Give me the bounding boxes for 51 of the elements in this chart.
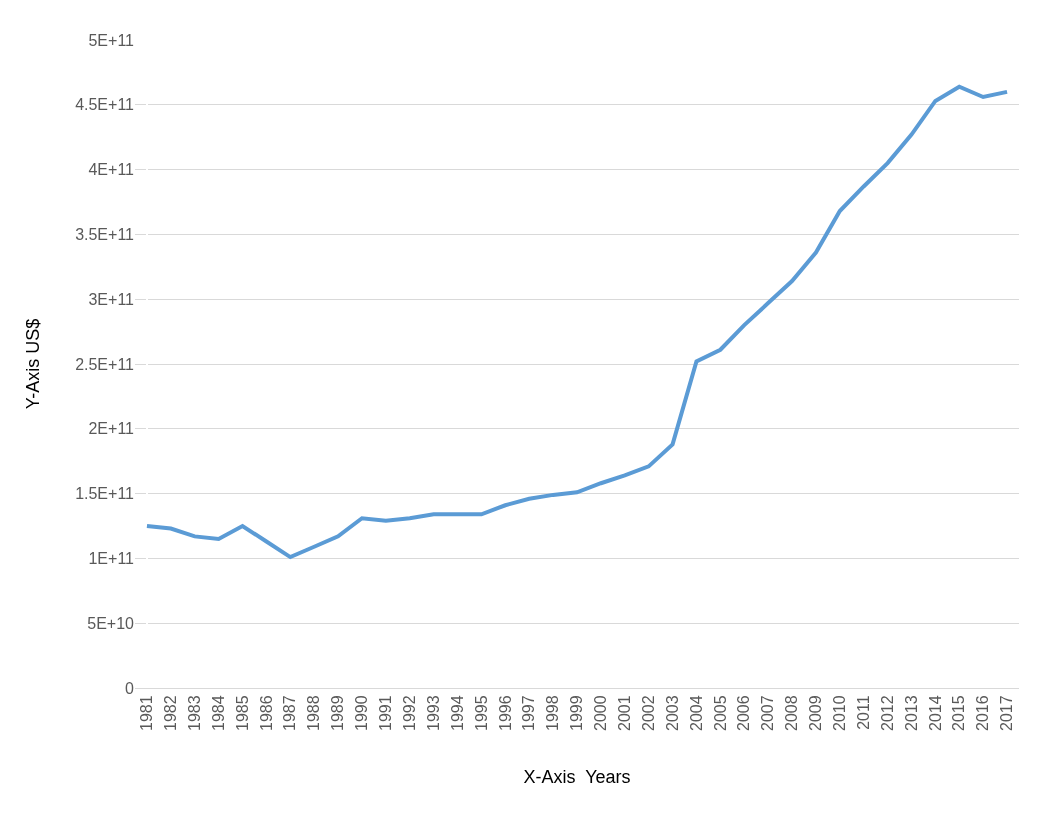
y-tick-label: 4.5E+11 (75, 96, 135, 114)
x-tick-label: 1996 (496, 695, 514, 731)
x-tick-label: 2004 (687, 695, 705, 731)
x-tick-label: 1985 (233, 695, 251, 731)
line-series (144, 84, 1010, 560)
x-tick-label: 1991 (377, 695, 395, 731)
x-tick-label: 1988 (305, 695, 323, 731)
x-tick-label: 1993 (424, 695, 442, 731)
y-tick-label: 4E+11 (88, 161, 135, 179)
y-tick-label: 3E+11 (88, 290, 135, 308)
x-axis-title: X-Axis Years (523, 767, 631, 788)
x-tick-label: 1998 (544, 695, 562, 731)
x-tick-label: 2006 (735, 695, 753, 731)
y-tick-label: 0 (125, 679, 135, 697)
x-tick-label: 2007 (759, 695, 777, 731)
x-tick-label: 2010 (831, 695, 849, 731)
x-tick-label: 1990 (353, 695, 371, 731)
x-tick-label: 2013 (902, 695, 920, 731)
x-tick-label: 2001 (615, 695, 633, 731)
x-tick-label: 2015 (950, 695, 968, 731)
x-tick-label: 1999 (568, 695, 586, 731)
y-tick-label: 2E+11 (88, 420, 135, 438)
x-tick-label: 2012 (878, 695, 896, 731)
x-tick-label: 1984 (209, 695, 227, 731)
x-tick-label: 2016 (974, 695, 992, 731)
y-tick-label: 1.5E+11 (75, 485, 135, 503)
y-tick-label: 1E+11 (88, 550, 135, 567)
x-tick-label: 1992 (400, 695, 418, 731)
y-axis-title: Y-Axis US$ (23, 318, 44, 410)
x-tick-label: 1989 (329, 695, 347, 731)
x-tick-label: 2003 (663, 695, 681, 731)
x-tick-label: 2005 (711, 695, 729, 731)
y-tick-label: 2.5E+11 (75, 355, 135, 373)
x-tick-label: 2000 (592, 695, 610, 731)
x-tick-label: 2011 (854, 695, 872, 730)
x-tick-label: 2017 (998, 695, 1016, 731)
x-tick-label: 1995 (472, 695, 490, 731)
x-tick-label: 1982 (162, 695, 180, 731)
x-tick-label: 1981 (138, 695, 156, 731)
x-tick-label: 2014 (926, 695, 944, 731)
x-tick-label: 1987 (281, 695, 299, 731)
x-tick-label: 1997 (520, 695, 538, 731)
x-tick-label: 2008 (783, 695, 801, 731)
x-tick-label: 1983 (185, 695, 203, 731)
y-tick-label: 5E+10 (87, 614, 135, 632)
y-tick-label: 3.5E+11 (75, 226, 135, 243)
x-tick-label: 1986 (257, 695, 275, 731)
x-tick-label: 2009 (807, 695, 825, 731)
x-tick-label: 1994 (448, 695, 466, 731)
x-tick-label: 2002 (639, 695, 657, 731)
y-tick-label: 5E+11 (88, 31, 135, 49)
